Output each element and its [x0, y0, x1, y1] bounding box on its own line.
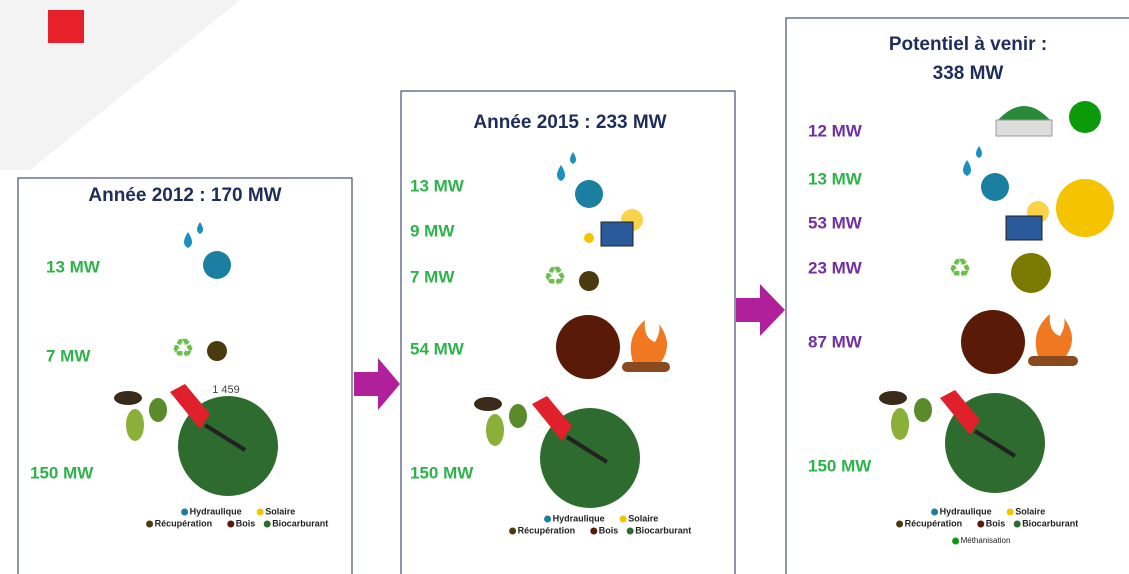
note: 1 459 [212, 384, 240, 396]
value-label: 13 MW [46, 257, 101, 276]
panel-title: Potentiel à venir : [889, 34, 1047, 55]
hydro-circle [981, 173, 1009, 201]
legend-label: Hydraulique [553, 513, 605, 523]
panel [785, 17, 1129, 574]
legend-label: Biocarburant [1022, 518, 1078, 528]
hydro-circle [203, 251, 231, 279]
solar-circle [1056, 179, 1114, 237]
legend-label: Hydraulique [190, 506, 242, 516]
recup-circle [207, 341, 227, 361]
legend-dot [227, 520, 235, 528]
legend-dot [896, 520, 904, 528]
recup-circle [579, 271, 599, 291]
value-label: 7 MW [410, 267, 455, 286]
legend: Hydraulique Solaire Récupération Bois Biocar… [146, 506, 328, 528]
wood-circle [556, 315, 620, 379]
legend-dot [626, 527, 634, 535]
legend-dot [263, 520, 271, 528]
legend-label: Biocarburant [635, 525, 691, 535]
legend-dot [146, 520, 154, 528]
legend-dot [1013, 520, 1021, 528]
legend-dot [931, 508, 939, 516]
leaves [474, 397, 527, 446]
drops [184, 222, 203, 248]
legend-label: Solaire [628, 513, 658, 523]
legend: Hydraulique Solaire Récupération Bois Biocar… [509, 513, 691, 535]
leaves [879, 391, 932, 440]
logo-square [48, 10, 84, 43]
legend-label: Méthanisation [961, 536, 1011, 545]
drops [557, 152, 576, 181]
legend-label: Biocarburant [272, 518, 328, 528]
value-label: 53 MW [808, 213, 863, 232]
recycle-icon: ♻ [171, 333, 194, 363]
drops [963, 146, 982, 176]
legend-label: Solaire [265, 506, 295, 516]
fuel-pump [940, 390, 1017, 458]
legend-label: Récupération [905, 518, 963, 528]
legend-dot [619, 515, 627, 523]
value-label: 23 MW [808, 258, 863, 277]
legend-dot [181, 508, 189, 516]
legend-label: Bois [599, 525, 619, 535]
value-label: 150 MW [30, 463, 94, 482]
panel-title: 338 MW [933, 63, 1004, 84]
value-label: 150 MW [410, 463, 474, 482]
fuel-pump [532, 396, 609, 464]
hydro-circle [575, 180, 603, 208]
solar-panel [600, 221, 634, 247]
value-label: 150 MW [808, 456, 872, 475]
decor [0, 0, 240, 170]
panel-title: Année 2015 : 233 MW [473, 112, 666, 133]
leaves [114, 391, 167, 441]
value-label: 12 MW [808, 121, 863, 140]
recycle-icon: ♻ [948, 253, 971, 283]
fire-icon [1028, 314, 1078, 366]
legend-label: Bois [236, 518, 256, 528]
digester-icon [995, 106, 1053, 137]
legend-dot [590, 527, 598, 535]
legend-dot [509, 527, 517, 535]
fire-icon [622, 320, 670, 372]
solar-panel [1005, 215, 1043, 241]
legend-dot [977, 520, 985, 528]
value-label: 9 MW [410, 221, 455, 240]
legend-dot [256, 508, 264, 516]
value-label: 13 MW [410, 176, 465, 195]
arrow [736, 284, 785, 336]
solar-circle [584, 233, 594, 243]
legend-dot [544, 515, 552, 523]
panel-title: Année 2012 : 170 MW [88, 185, 281, 206]
legend-label: Hydraulique [940, 506, 992, 516]
legend-label: Récupération [155, 518, 213, 528]
legend-label: Bois [986, 518, 1006, 528]
legend: Hydraulique Solaire Récupération Bois Biocar… [896, 506, 1078, 545]
fuel-pump [170, 384, 247, 452]
legend-dot [1006, 508, 1014, 516]
wood-circle [961, 310, 1025, 374]
legend-dot [952, 537, 960, 545]
arrow [354, 358, 400, 410]
recup-circle [1011, 253, 1051, 293]
legend-label: Récupération [518, 525, 576, 535]
methan-circle [1069, 101, 1101, 133]
legend-label: Solaire [1015, 506, 1045, 516]
value-label: 87 MW [808, 332, 863, 351]
value-label: 7 MW [46, 346, 91, 365]
recycle-icon: ♻ [543, 261, 566, 291]
value-label: 13 MW [808, 169, 863, 188]
value-label: 54 MW [410, 339, 465, 358]
